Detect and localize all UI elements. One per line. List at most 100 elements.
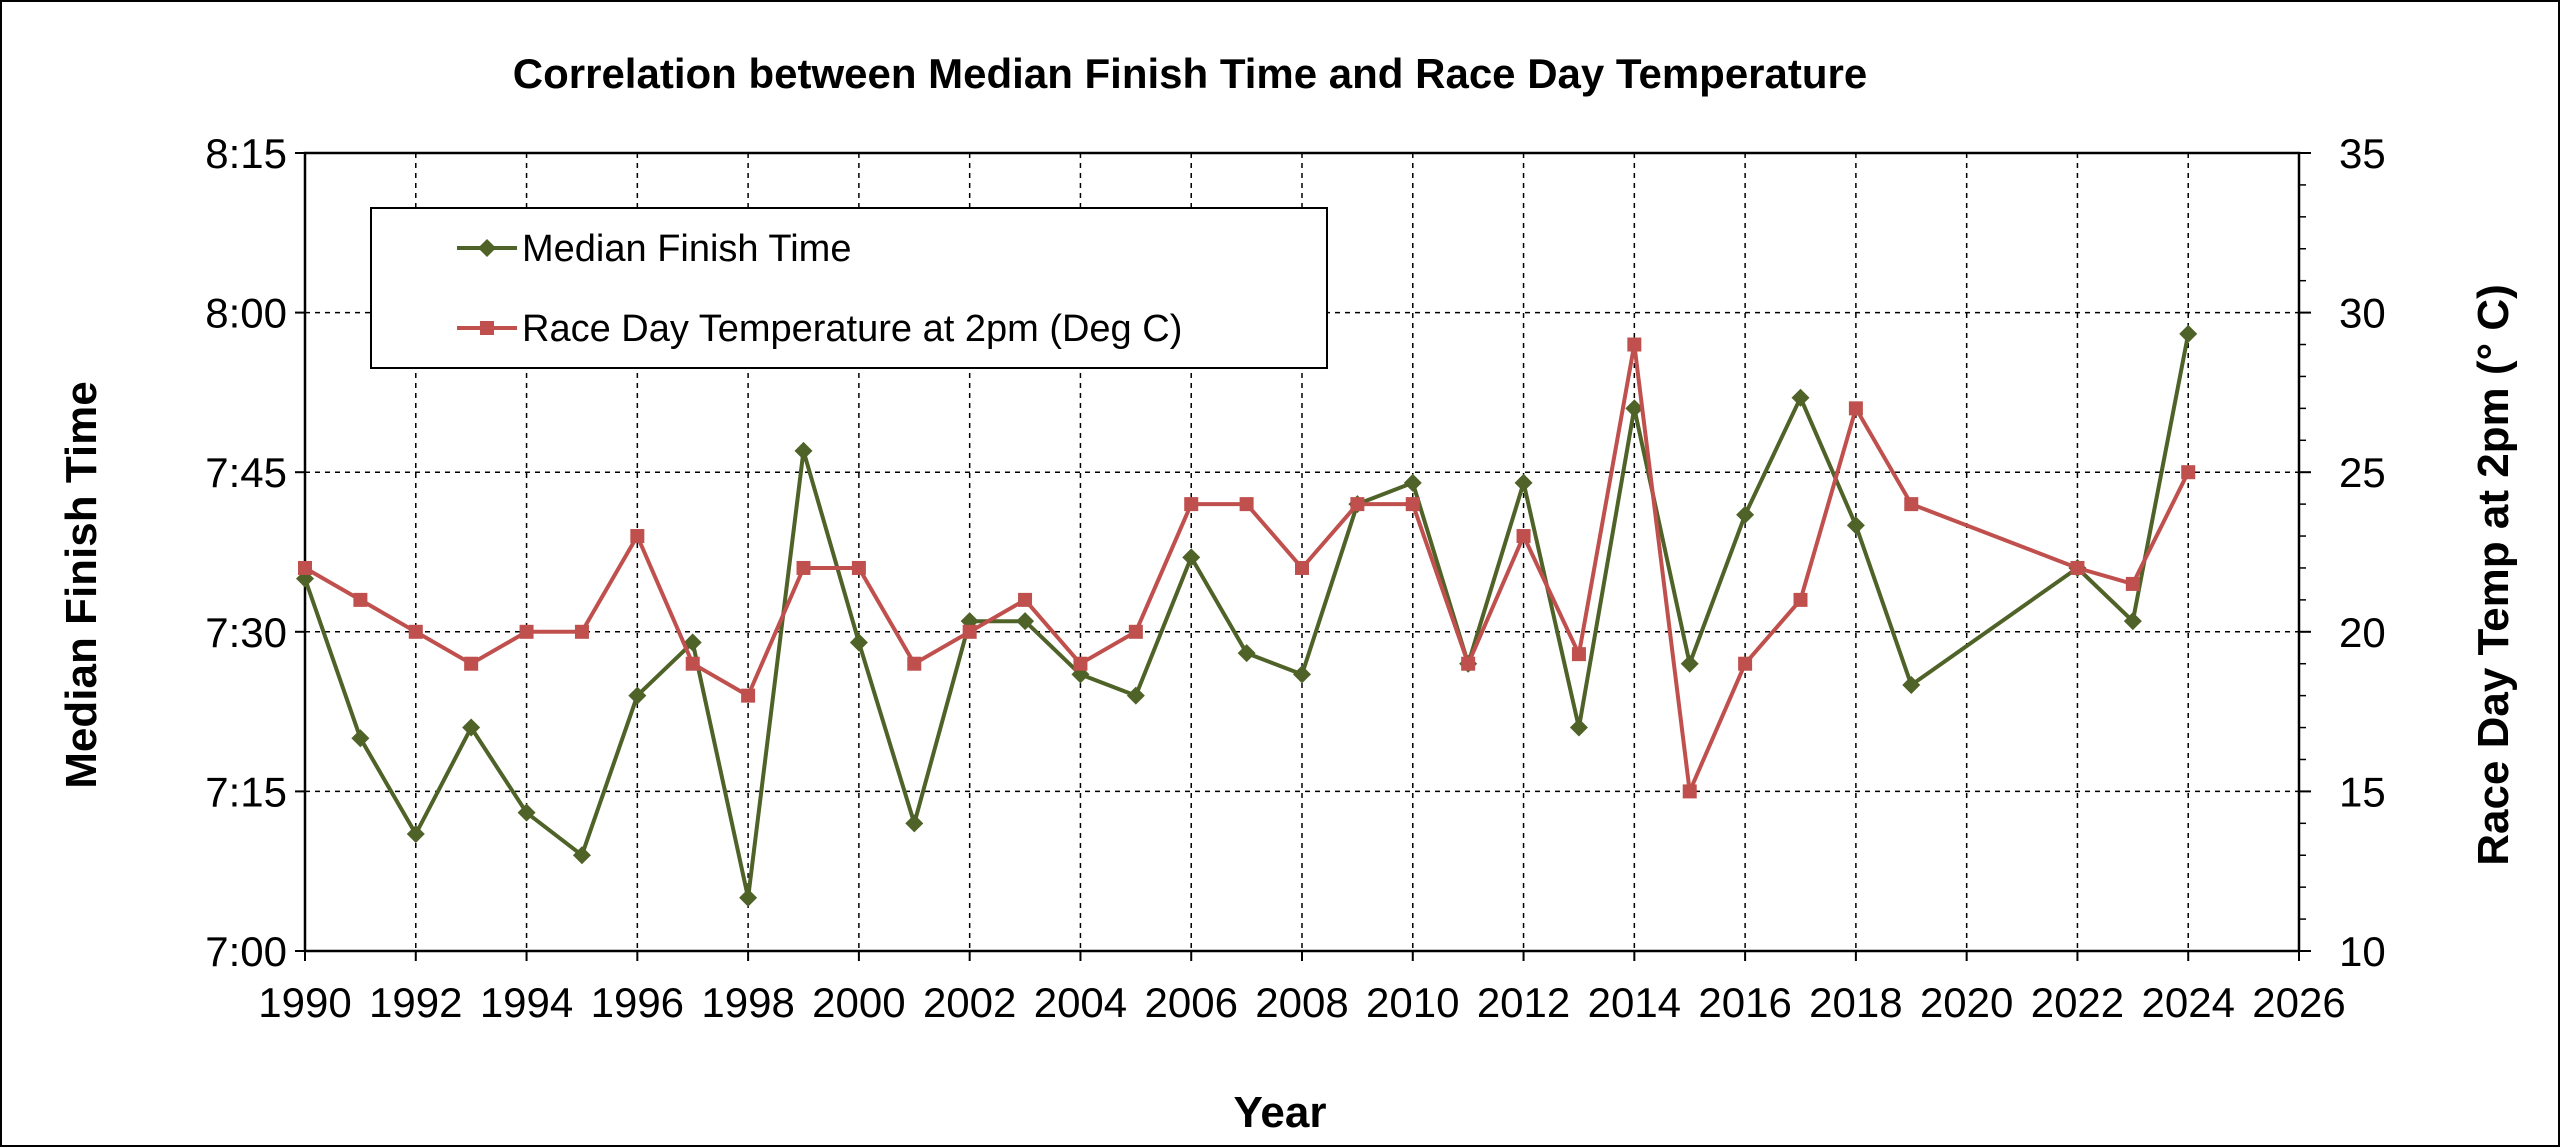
legend-marker	[480, 321, 494, 335]
axes	[295, 151, 2311, 961]
data-point	[630, 529, 645, 544]
data-point	[1293, 665, 1311, 684]
data-point	[2070, 560, 2085, 575]
legend-marker	[478, 239, 496, 257]
data-point	[517, 803, 536, 822]
data-point	[462, 718, 481, 737]
legend-box	[370, 207, 1328, 369]
x-tick-label: 1998	[701, 979, 794, 1026]
data-point	[1018, 592, 1033, 607]
x-tick-label: 2008	[1255, 979, 1348, 1026]
legend-entry: Race Day Temperature at 2pm (Deg C)	[457, 308, 1182, 350]
legend-label: Median Finish Time	[522, 228, 851, 270]
data-point	[574, 624, 589, 639]
data-point	[1516, 529, 1531, 544]
data-point	[298, 560, 312, 575]
y-tick-label: 8:15	[205, 130, 287, 177]
data-point	[796, 560, 811, 575]
data-point	[1237, 644, 1256, 663]
y2-tick-label: 15	[2339, 768, 2386, 815]
legend-entry: Median Finish Time	[457, 228, 851, 270]
series-race-day-temperature	[298, 337, 2196, 799]
data-point	[851, 560, 866, 575]
data-point	[353, 592, 368, 607]
data-point	[1405, 497, 1420, 512]
legend: Median Finish Time Race Day Temperature a…	[370, 207, 1328, 369]
data-point	[1295, 560, 1309, 575]
data-point	[907, 656, 922, 671]
data-point	[1571, 647, 1586, 662]
data-point	[1126, 686, 1145, 705]
data-point	[2179, 324, 2198, 343]
x-tick-label: 2012	[1477, 979, 1570, 1026]
y2-tick-label: 25	[2339, 449, 2386, 496]
data-point	[1738, 656, 1753, 671]
series-layer	[296, 324, 2198, 907]
data-point	[351, 729, 370, 748]
data-point	[1682, 784, 1697, 799]
data-point	[464, 656, 479, 671]
data-point	[1128, 624, 1143, 639]
data-point	[1904, 497, 1919, 512]
x-tick-label: 1990	[258, 979, 351, 1026]
x-tick-label: 2020	[1920, 979, 2013, 1026]
y2-axis-title: Race Day Temp at 2pm (° C)	[2469, 284, 2518, 866]
chart-title: Correlation between Median Finish Time a…	[513, 50, 1867, 97]
x-tick-label: 1996	[591, 979, 684, 1026]
data-point	[1625, 399, 1644, 418]
tick-labels: 1990 1992 1994 1996 1998 2000 2002 2004 2006 2008…	[205, 130, 2385, 1026]
data-point	[1793, 592, 1808, 607]
data-point	[2125, 576, 2140, 591]
data-point	[1184, 497, 1199, 512]
legend-items: Median Finish Time Race Day Temperature a…	[457, 228, 1182, 350]
data-point	[1016, 612, 1035, 631]
data-point	[1461, 656, 1476, 671]
data-point	[519, 624, 534, 639]
legend-label: Race Day Temperature at 2pm (Deg C)	[522, 308, 1182, 350]
data-point	[962, 624, 977, 639]
data-point	[1182, 548, 1201, 567]
data-point	[2181, 465, 2196, 480]
data-point	[1514, 473, 1533, 492]
x-tick-label: 2018	[1809, 979, 1902, 1026]
y-tick-label: 7:00	[205, 928, 287, 975]
x-tick-label: 2022	[2031, 979, 2124, 1026]
y2-tick-label: 30	[2339, 290, 2386, 337]
data-point	[1846, 516, 1865, 535]
data-point	[1736, 505, 1755, 524]
data-point	[1350, 497, 1365, 512]
x-tick-label: 2016	[1698, 979, 1791, 1026]
y-axis-title: Median Finish Time	[57, 381, 106, 788]
data-point	[572, 846, 591, 865]
x-tick-label: 1994	[480, 979, 573, 1026]
x-tick-label: 2026	[2252, 979, 2345, 1026]
data-point	[1569, 718, 1588, 737]
y2-tick-label: 10	[2339, 928, 2386, 975]
plot-border	[303, 151, 2301, 953]
x-axis-title: Year	[1234, 1088, 1327, 1137]
x-tick-label: 2004	[1034, 979, 1127, 1026]
x-tick-label: 2024	[2142, 979, 2235, 1026]
x-tick-label: 2002	[923, 979, 1016, 1026]
y2-tick-label: 35	[2339, 130, 2386, 177]
x-tick-label: 2000	[812, 979, 905, 1026]
data-point	[1902, 676, 1921, 694]
x-tick-label: 2006	[1145, 979, 1238, 1026]
data-point	[1073, 656, 1088, 671]
data-point	[1791, 388, 1810, 407]
y-tick-label: 7:15	[205, 768, 287, 815]
y-tick-label: 7:45	[205, 449, 287, 496]
data-point	[1680, 654, 1699, 673]
data-point	[741, 688, 756, 703]
data-point	[628, 686, 647, 705]
series-median-finish-time	[296, 324, 2198, 907]
x-tick-label: 2014	[1588, 979, 1681, 1026]
data-point	[905, 814, 924, 833]
x-tick-label: 1992	[369, 979, 462, 1026]
data-point	[685, 656, 700, 671]
data-point	[794, 441, 813, 460]
y-tick-label: 8:00	[205, 290, 287, 337]
data-point	[849, 633, 868, 652]
data-point	[408, 624, 423, 639]
